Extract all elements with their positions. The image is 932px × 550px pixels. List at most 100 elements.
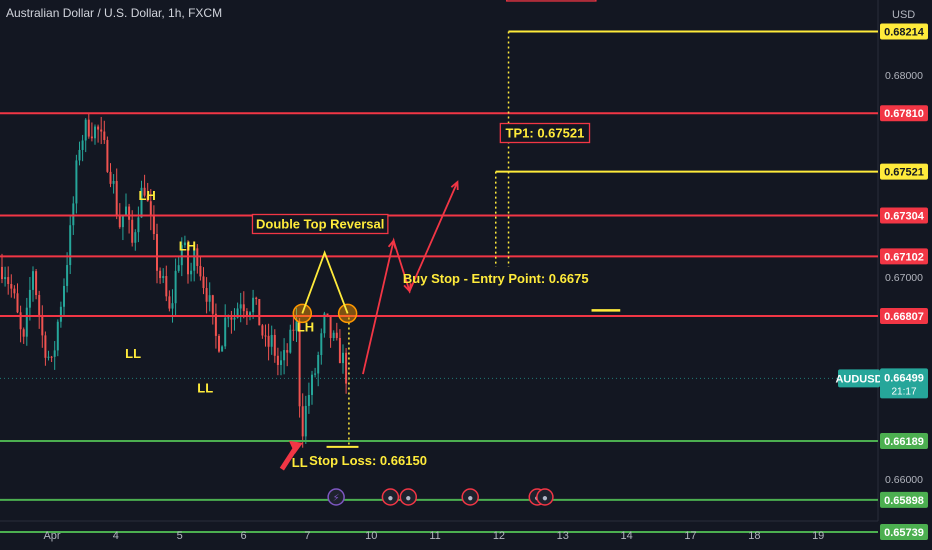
level-price-label: 0.65739 [884, 527, 924, 539]
candle-body [261, 325, 264, 336]
candle-body [69, 225, 72, 266]
projected-arrow-head [403, 283, 412, 294]
level-price-label: 0.66807 [884, 311, 924, 323]
candle-body [10, 283, 13, 289]
candle-body [255, 297, 258, 300]
candle-body [280, 360, 282, 365]
candle-body [143, 187, 146, 196]
level-price-tag [880, 491, 928, 508]
candle-body [32, 271, 34, 290]
candle-body [307, 394, 310, 406]
candle-body [109, 171, 112, 184]
candle-body [286, 350, 289, 353]
projected-arrow-head [387, 238, 397, 249]
candle-body [190, 270, 193, 275]
candle-body [25, 307, 28, 337]
annotation-label: Double Top Reversal [256, 216, 384, 231]
candle-body [112, 180, 115, 184]
candle-body [311, 374, 313, 395]
annotation-label: LL [292, 455, 308, 470]
candle-body [41, 315, 44, 336]
annotation-box [506, 0, 597, 2]
symbol-title[interactable]: Australian Dollar / U.S. Dollar, 1h, FXC… [6, 6, 223, 20]
level-price-label: 0.68214 [884, 27, 925, 39]
candle-body [264, 335, 267, 337]
candle-body [202, 276, 205, 289]
event-icon [381, 488, 400, 506]
level-price-label: 0.65898 [884, 495, 924, 507]
candle-body [7, 277, 10, 284]
candle-body [128, 206, 131, 220]
candle-body [165, 276, 168, 297]
candle-body [159, 270, 162, 279]
candle-body [199, 265, 202, 277]
candle-body [171, 303, 174, 309]
level-price-tag [880, 433, 928, 450]
candle-body [63, 285, 65, 307]
candle-body [270, 334, 273, 347]
candle-body [97, 126, 100, 130]
annotation-label: Stop Loss: 0.66150 [309, 453, 427, 468]
candle-body [298, 321, 301, 407]
x-tick-label: 6 [240, 530, 246, 542]
candle-body [267, 335, 270, 347]
last-price-label: 0.66499 [884, 372, 924, 384]
candle-body [245, 311, 248, 317]
event-icon [461, 488, 479, 506]
candle-body [236, 308, 239, 318]
x-tick-label: 5 [177, 530, 183, 542]
candle-body [208, 295, 211, 302]
candle-body [35, 271, 38, 296]
level-price-label: 0.67102 [884, 251, 924, 263]
candle-body [224, 317, 227, 347]
candle-body [16, 293, 19, 313]
candle-body [168, 296, 171, 309]
candle-body [84, 119, 87, 141]
x-tick-label: Apr [43, 530, 60, 542]
candle-body [1, 266, 3, 280]
candle-body [118, 215, 121, 228]
candle-body [72, 203, 75, 226]
candle-body [183, 242, 186, 246]
candle-body [134, 232, 137, 243]
level-price-tag [880, 207, 928, 224]
candle-body [66, 265, 69, 286]
candle-body [239, 304, 242, 309]
candle-body [121, 214, 124, 228]
event-icon-glyph: ⚡ [333, 493, 340, 504]
candle-body [44, 335, 47, 358]
candle-body [314, 373, 317, 375]
candle-body [90, 136, 93, 139]
event-icon-glyph: ● [467, 493, 473, 504]
event-icon-glyph: ● [405, 493, 411, 504]
bar-countdown: 21:17 [891, 386, 916, 397]
x-tick-label: 13 [557, 530, 569, 542]
candle-body [289, 329, 292, 353]
event-icon [399, 488, 418, 506]
candle-body [335, 332, 338, 338]
candle-body [233, 317, 236, 320]
annotation-label: LL [125, 346, 141, 361]
projected-path [362, 181, 459, 375]
level-price-tag [880, 163, 928, 180]
candle-body [249, 312, 251, 317]
x-tick-label: 4 [113, 530, 119, 542]
candle-body [301, 406, 304, 437]
annotation-label: LH [138, 188, 155, 203]
level-price-label: 0.66189 [884, 436, 924, 448]
candle-body [53, 350, 56, 357]
level-price-tag [880, 248, 928, 265]
candle-body [205, 288, 208, 302]
event-icon [327, 488, 345, 506]
candle-body [106, 140, 109, 172]
candle-body [28, 289, 31, 308]
level-price-label: 0.67304 [884, 211, 925, 223]
candle-body [187, 242, 189, 275]
level-price-tag [880, 105, 928, 122]
annotation-box [499, 122, 591, 144]
candle-body [87, 119, 90, 137]
candle-body [258, 299, 261, 326]
